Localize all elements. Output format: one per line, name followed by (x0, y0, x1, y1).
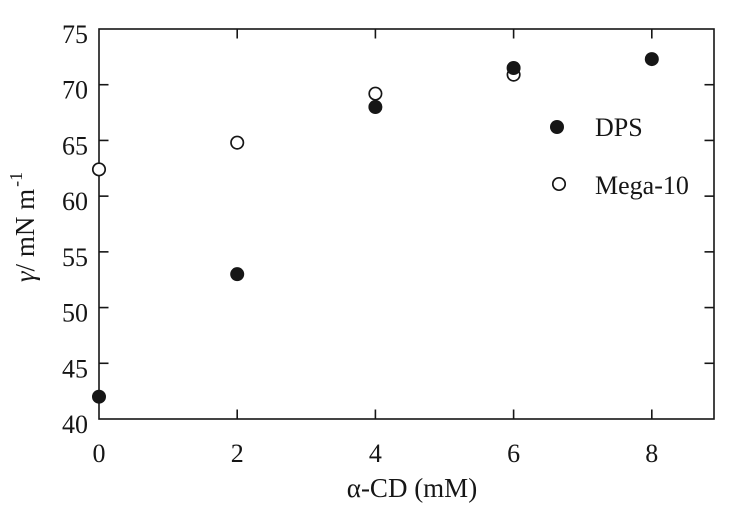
x-tick-label: 8 (645, 439, 658, 468)
legend-marker-mega10-open-circle-icon (551, 176, 567, 192)
data-point-dps (644, 52, 659, 67)
x-tick-label: 6 (507, 439, 520, 468)
data-point-mega-10 (91, 162, 107, 177)
x-tick-label: 4 (369, 439, 382, 468)
x-axis-title: α-CD (mM) (347, 473, 477, 503)
x-tick-label: 0 (93, 439, 106, 468)
data-point-dps (92, 389, 106, 404)
y-tick-label: 70 (62, 76, 88, 105)
legend: DPS Mega-10 (550, 113, 689, 200)
data-point-mega-10 (368, 86, 383, 101)
y-tick-label: 60 (62, 187, 88, 216)
y-tick-label: 75 (62, 20, 88, 49)
legend-marker-dps-filled-circle-icon (550, 120, 564, 134)
axis-ticks: 0 2 4 6 8 40 45 50 55 60 65 70 75 (62, 20, 714, 468)
gamma-symbol: γ (10, 270, 40, 282)
data-point-dps (368, 100, 383, 114)
legend-label-dps: DPS (595, 113, 643, 142)
x-tick-label: 2 (231, 439, 244, 468)
y-axis-title-exponent: -1 (6, 172, 26, 187)
legend-label-mega10: Mega-10 (595, 171, 689, 200)
y-tick-label: 40 (62, 410, 88, 439)
plot-frame (98, 28, 715, 420)
data-point-mega-10 (230, 135, 245, 150)
data-point-dps (230, 267, 245, 282)
y-tick-label: 55 (62, 243, 88, 272)
y-axis-title-units: / mN m (10, 189, 40, 272)
data-points (91, 52, 659, 404)
y-tick-label: 65 (62, 131, 88, 160)
y-axis-title: γ/ mN m -1 (6, 172, 40, 282)
y-tick-label: 50 (62, 299, 88, 328)
data-point-dps (506, 61, 521, 75)
y-tick-label: 45 (62, 354, 88, 383)
